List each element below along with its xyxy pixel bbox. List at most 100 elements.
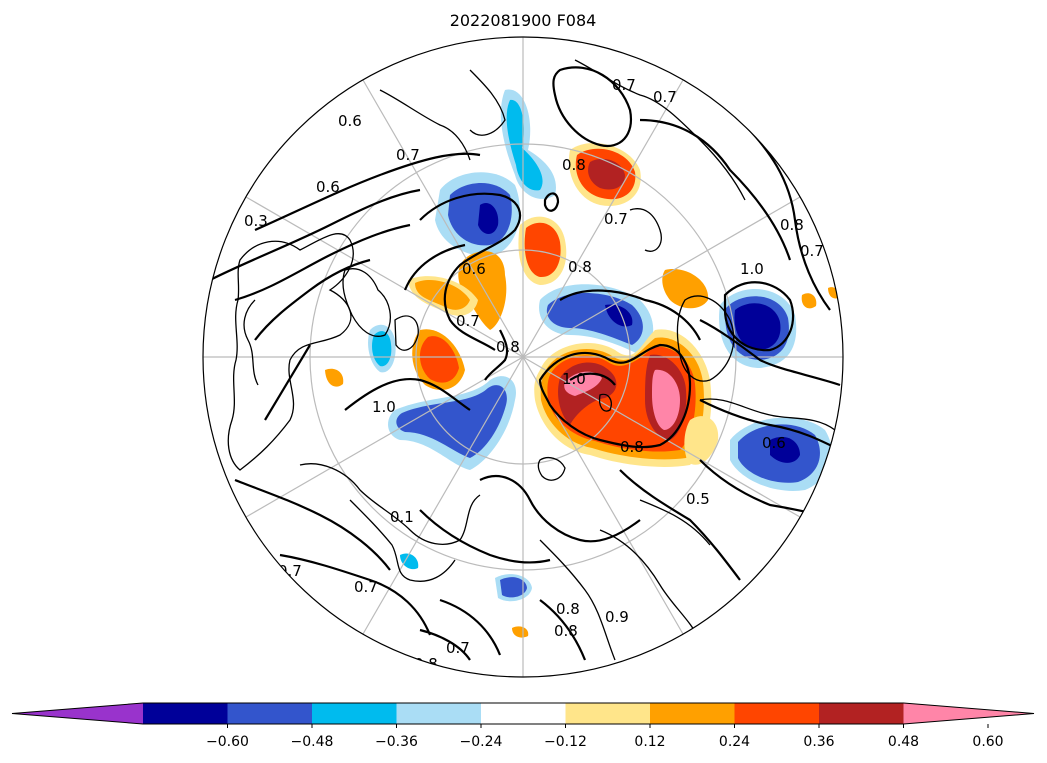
colorbar-tick-label: 0.48 <box>888 734 919 750</box>
contour-line <box>639 118 792 261</box>
contour-label: 0.6 <box>762 434 786 452</box>
coastline <box>349 499 456 582</box>
contour-label: 0.9 <box>605 608 629 626</box>
contour-label: 0.8 <box>780 216 804 234</box>
contour-line <box>344 377 471 411</box>
coastline <box>699 398 836 431</box>
anom-fill-pos-2 <box>458 251 507 330</box>
contour-line <box>403 243 466 291</box>
contour-label: 0.8 <box>562 156 586 174</box>
contour-line <box>419 192 522 351</box>
contour-line <box>569 372 616 386</box>
anom-fill-neg-4 <box>478 202 499 235</box>
colorbar-bin <box>481 703 566 724</box>
colorbar-tick-label: 0.12 <box>634 734 665 750</box>
contour-line <box>699 399 841 451</box>
contour-label: 1.0 <box>372 398 396 416</box>
coastline <box>342 268 391 337</box>
colorbar-tick-label: −0.48 <box>291 734 334 750</box>
anom-fill-pos-2 <box>662 269 709 309</box>
coastline <box>394 315 419 351</box>
colorbar-tick-label: 0.24 <box>719 734 750 750</box>
anom-fill-pos-2 <box>512 626 529 638</box>
contour-label: 0.7 <box>446 639 470 657</box>
colorbar-bin <box>312 703 397 724</box>
colorbar-bin <box>396 703 482 724</box>
coastline <box>639 499 711 546</box>
contour-label: 0.8 <box>554 622 578 640</box>
colorbar-bin <box>143 703 228 724</box>
contour-line <box>484 329 509 381</box>
anom-fill-pos-3 <box>419 336 459 383</box>
contour-line <box>479 475 641 543</box>
contour-label: 1.0 <box>562 370 586 388</box>
anom-fill-pos-5 <box>652 369 680 430</box>
contour-label: 0.7 <box>396 146 420 164</box>
figure-title: 2022081900 F084 <box>450 11 597 30</box>
contour-line <box>559 289 701 341</box>
contour-label: 0.7 <box>800 242 824 260</box>
contour-line <box>552 66 633 148</box>
colorbar-outline <box>11 702 1035 725</box>
anom-fill-neg-4 <box>770 436 800 463</box>
contour-label: 0.8 <box>620 438 644 456</box>
anom-fill-pos-1 <box>684 416 719 465</box>
map-boundary <box>202 36 844 678</box>
anom-fill-neg-4 <box>734 303 781 350</box>
colorbar: −0.60 −0.48 −0.36 −0.24 −0.12 0.12 0.24 0.36 0.4… <box>11 702 1035 750</box>
coastline <box>469 69 506 136</box>
contour-line <box>543 192 560 212</box>
polar-map: 0.7 0.7 0.6 0.7 0.6 0.3 0.8 0.8 0.7 1.0 … <box>203 37 843 677</box>
colorbar-tick-label: −0.24 <box>460 734 503 750</box>
meridian-line <box>362 79 684 635</box>
colorbar-bin <box>650 703 735 724</box>
contour-line <box>279 553 432 636</box>
contour-label: 0.6 <box>338 112 362 130</box>
contour-label: 0.1 <box>390 508 414 526</box>
contour-line <box>439 598 502 656</box>
contour-line <box>539 599 587 661</box>
anom-fill-pos-4 <box>588 158 625 190</box>
colorbar-tick-label: −0.12 <box>544 734 587 750</box>
contour-line <box>209 188 421 281</box>
contour-label: 0.7 <box>456 312 480 330</box>
contour-line <box>699 319 841 387</box>
contour-label: 0.5 <box>686 490 710 508</box>
contour-label: 0.7 <box>653 88 677 106</box>
contour-line <box>419 509 551 564</box>
colorbar-extend-max <box>903 703 1034 724</box>
contour-label: 0.7 <box>354 578 378 596</box>
contour-label: 0.7 <box>278 562 302 580</box>
colorbar-bin <box>227 703 313 724</box>
anom-fill-neg-3 <box>396 385 507 458</box>
coastline <box>299 463 481 545</box>
contour-label: 0.8 <box>556 600 580 618</box>
contour-line <box>234 478 391 571</box>
colorbar-tick-label: −0.36 <box>375 734 418 750</box>
contour-labels: 0.7 0.7 0.6 0.7 0.6 0.3 0.8 0.8 0.7 1.0 … <box>244 76 824 673</box>
contour-label: 0.8 <box>568 258 592 276</box>
anomaly-shading <box>325 89 839 638</box>
anom-fill-pos-3 <box>524 222 561 278</box>
colorbar-tick-label: 0.36 <box>803 734 834 750</box>
colorbar-bin <box>734 703 820 724</box>
coastline <box>599 529 701 641</box>
colorbar-bin <box>565 703 651 724</box>
contour-line <box>234 223 411 302</box>
anom-fill-pos-2 <box>801 293 817 309</box>
contour-line <box>254 258 371 341</box>
contour-label: 0.3 <box>244 212 268 230</box>
anom-fill-neg-2 <box>506 99 543 191</box>
coastline <box>227 233 354 471</box>
colorbar-extend-min <box>12 703 143 724</box>
contour-lines <box>209 66 841 661</box>
coastline <box>676 295 735 382</box>
anom-fill-pos-2 <box>325 368 344 387</box>
colorbar-tick-label: −0.60 <box>206 734 249 750</box>
contour-line <box>419 628 471 661</box>
contour-line <box>723 281 795 352</box>
contour-line <box>619 469 741 581</box>
contour-label: 0.6 <box>316 178 340 196</box>
contour-label: 1.0 <box>740 260 764 278</box>
